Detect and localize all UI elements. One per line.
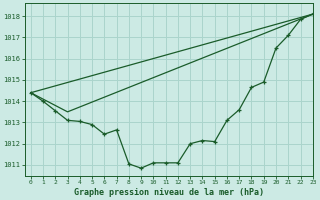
X-axis label: Graphe pression niveau de la mer (hPa): Graphe pression niveau de la mer (hPa) xyxy=(74,188,264,197)
